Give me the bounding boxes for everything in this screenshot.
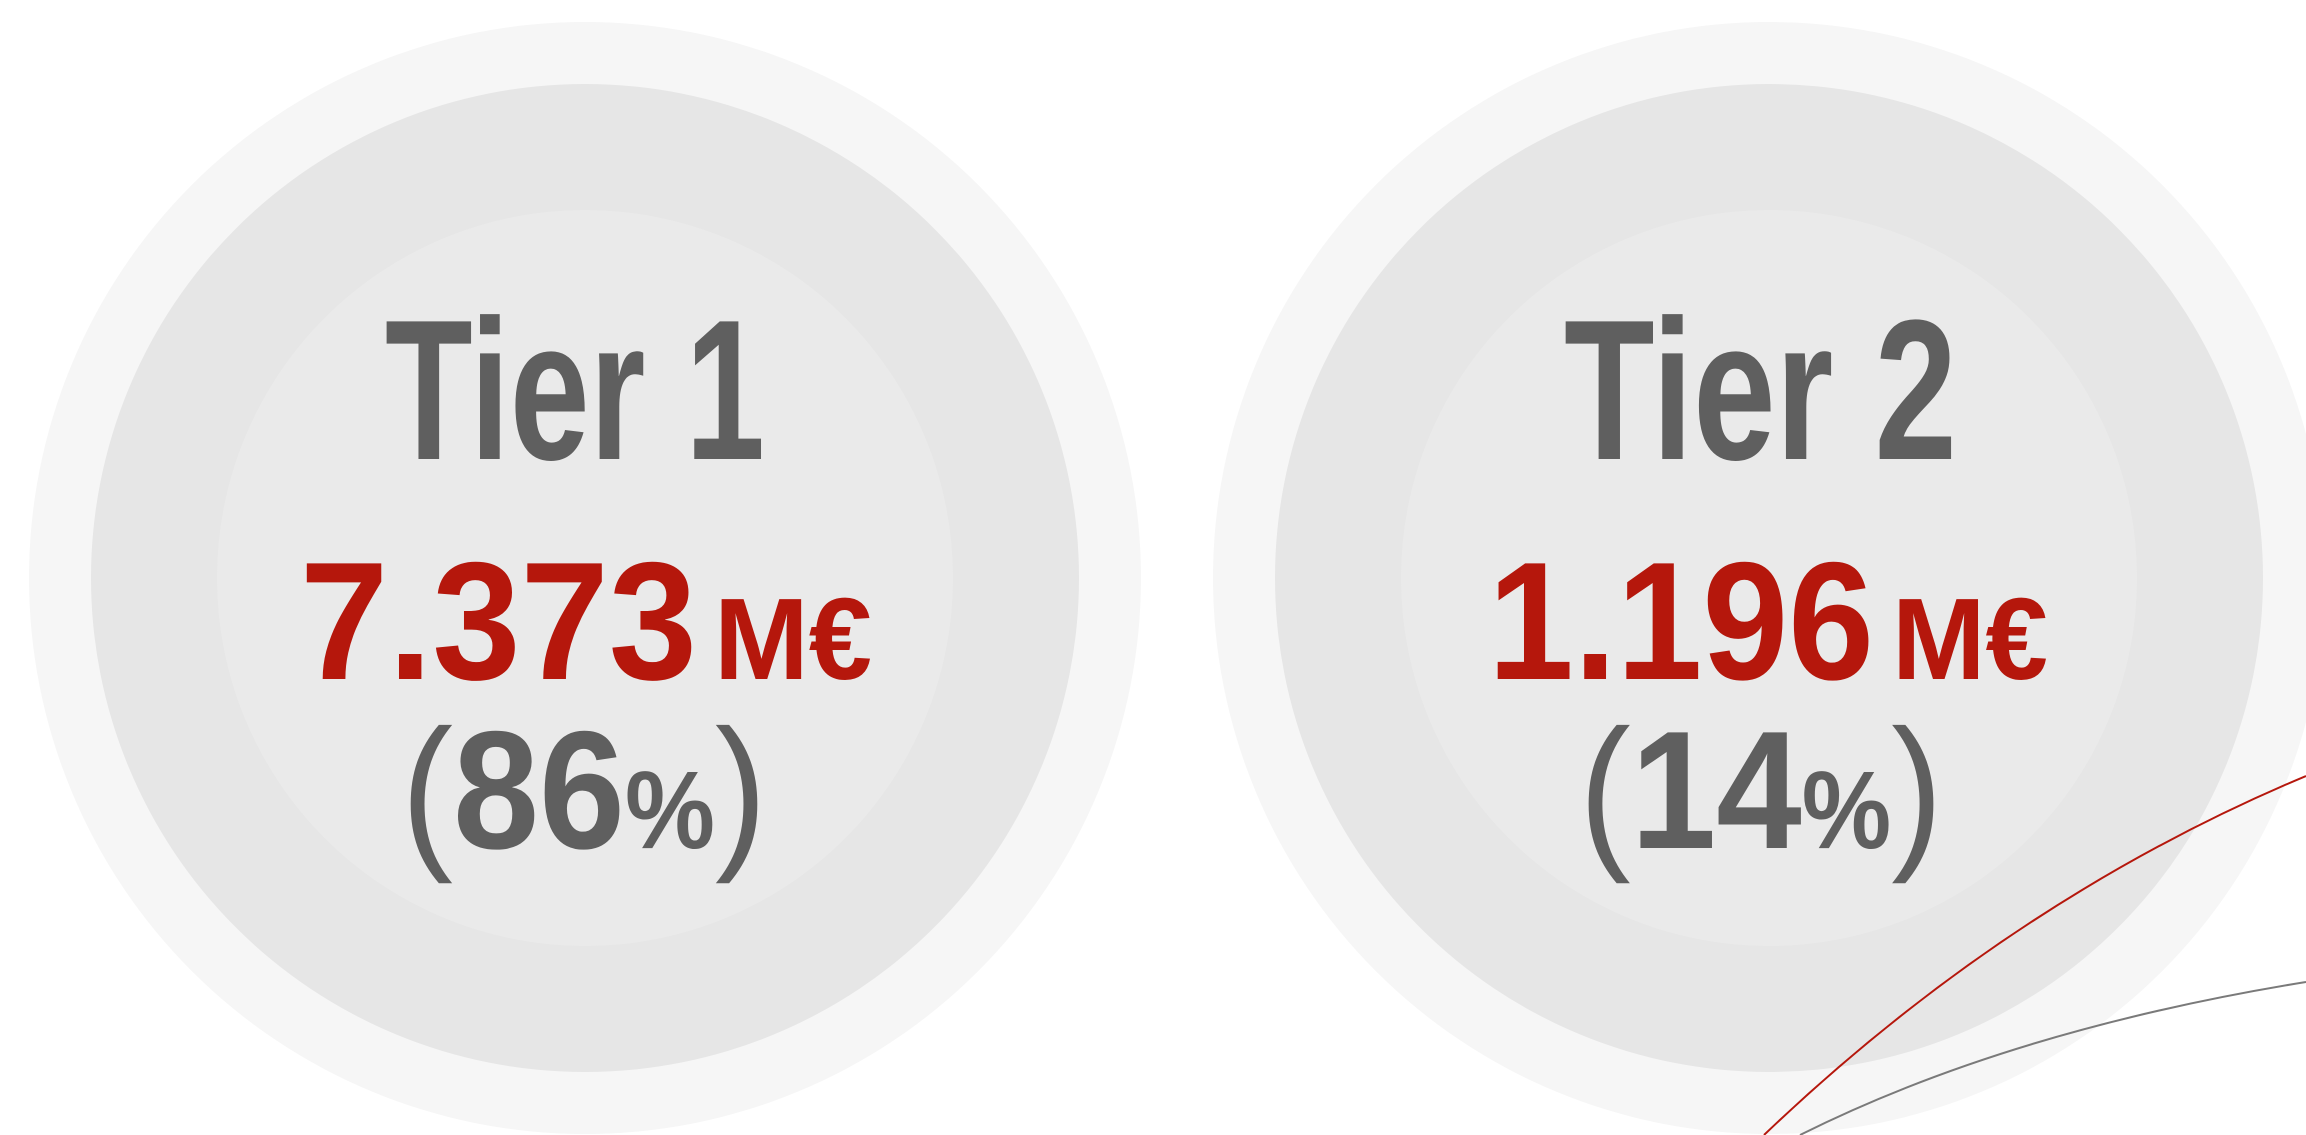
tier-title: Tier 1 [385,279,765,502]
share-value: 14 [1631,696,1802,884]
share-open: ( [1579,695,1631,885]
tier-share: (14%) [1579,695,1943,885]
inner-disc [217,210,953,946]
share-open: ( [401,695,453,885]
share-close: ) [1891,695,1943,885]
tier-value: 7.373 [300,527,697,715]
tier-unit: M€ [1892,574,2048,704]
tier-share: (86%) [401,695,767,885]
tier-value: 1.196 [1488,527,1874,715]
share-unit: % [625,749,715,872]
inner-disc [1401,210,2137,946]
badges: Tier 17.373 M€(86%)Tier 21.196 M€(14%) [29,22,2306,1134]
share-value: 86 [453,696,625,884]
share-unit: % [1802,749,1891,872]
share-close: ) [715,695,767,885]
decor-arc-gray [1799,981,2306,1135]
tier-title: Tier 2 [1564,279,1957,502]
decor-arc-red [1763,775,2306,1135]
tier-unit: M€ [714,574,872,704]
